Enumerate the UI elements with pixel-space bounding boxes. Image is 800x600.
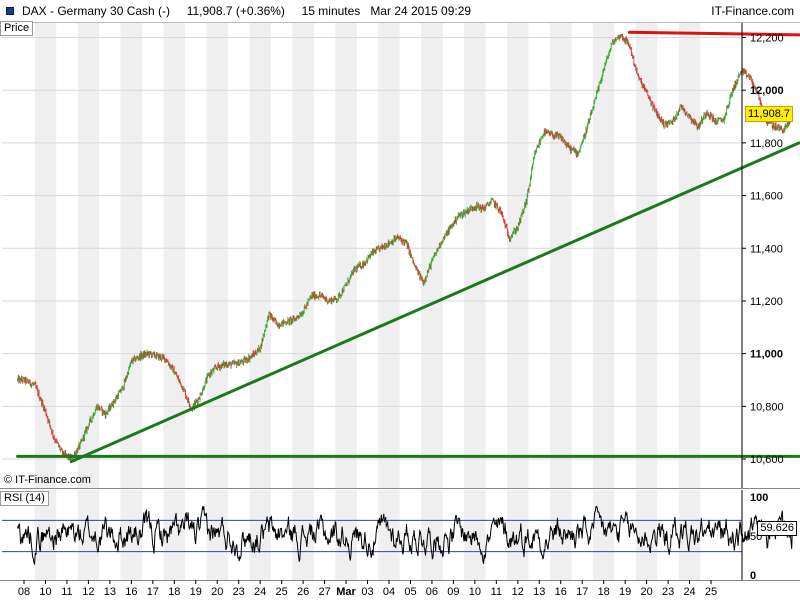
x-tick-label: 20 bbox=[211, 586, 223, 598]
x-tick-label: 18 bbox=[598, 586, 610, 598]
day-band bbox=[292, 22, 314, 488]
y-tick-label: 12,200 bbox=[750, 33, 784, 45]
rsi-day-band bbox=[507, 490, 529, 580]
day-band bbox=[335, 22, 357, 488]
x-tick-label: 23 bbox=[233, 586, 245, 598]
day-band bbox=[120, 22, 143, 488]
rsi-day-band bbox=[77, 490, 100, 580]
day-band bbox=[378, 22, 400, 488]
rsi-day-band bbox=[635, 490, 658, 580]
price-candles bbox=[17, 33, 793, 462]
x-tick-label: 05 bbox=[404, 586, 416, 598]
rsi-line-group bbox=[17, 505, 793, 566]
last-price: 11,908.7 bbox=[186, 4, 233, 18]
rsi-line bbox=[17, 505, 793, 566]
x-tick-label: 17 bbox=[576, 586, 588, 598]
trendline-resistance bbox=[627, 30, 800, 37]
brand-name: IT-Finance.com bbox=[711, 4, 794, 18]
y-tick-label: 10,800 bbox=[750, 401, 784, 413]
day-band bbox=[550, 22, 572, 488]
day-band bbox=[592, 22, 615, 488]
x-tick-label: 10 bbox=[469, 586, 481, 598]
day-band bbox=[678, 22, 701, 488]
x-tick-label: 18 bbox=[168, 586, 180, 598]
day-band bbox=[421, 22, 443, 488]
rsi-day-band bbox=[249, 490, 271, 580]
rsi-day-band bbox=[421, 490, 443, 580]
timeframe: 15 minutes bbox=[301, 4, 361, 18]
x-tick-label: 19 bbox=[190, 586, 202, 598]
x-tick-label: 12 bbox=[512, 586, 524, 598]
rsi-tick-label: 0 bbox=[750, 570, 756, 582]
chart-axes bbox=[0, 22, 800, 581]
x-tick-label: 27 bbox=[318, 586, 330, 598]
price-axis-labels: 10,600 10,800 11,000 11,200 11,400 11,600 11,8… bbox=[742, 33, 784, 466]
y-tick-label: 11,400 bbox=[750, 243, 783, 255]
x-tick-label: 13 bbox=[104, 586, 116, 598]
day-band bbox=[507, 22, 529, 488]
x-tick-label: 08 bbox=[18, 586, 30, 598]
instrument-icon bbox=[6, 7, 14, 15]
x-tick-label: 25 bbox=[276, 586, 288, 598]
x-tick-label: 03 bbox=[361, 586, 373, 598]
y-tick-label: 12,000 bbox=[750, 85, 784, 97]
day-band bbox=[163, 22, 186, 488]
copyright-notice: © IT-Finance.com bbox=[4, 474, 91, 486]
price-panel-label: Price bbox=[0, 21, 34, 36]
x-tick-label: 12 bbox=[82, 586, 94, 598]
x-tick-label: 24 bbox=[254, 586, 266, 598]
day-band bbox=[464, 22, 486, 488]
day-band bbox=[34, 22, 57, 488]
x-tick-label: 11 bbox=[491, 586, 502, 598]
x-tick-label: 26 bbox=[297, 586, 309, 598]
trendlines bbox=[16, 30, 800, 464]
price-change: (+0.36%) bbox=[235, 4, 285, 18]
instrument-name: DAX - Germany 30 Cash (-) bbox=[22, 4, 171, 18]
x-tick-label: 04 bbox=[383, 586, 395, 598]
rsi-day-band bbox=[678, 490, 701, 580]
x-tick-label: 06 bbox=[426, 586, 438, 598]
x-tick-label: 20 bbox=[641, 586, 653, 598]
x-tick-label: 10 bbox=[39, 586, 51, 598]
rsi-day-band bbox=[335, 490, 357, 580]
y-tick-label: 11,200 bbox=[750, 296, 783, 308]
last-price-tag: 11,908.7 bbox=[744, 106, 793, 123]
rsi-day-band bbox=[378, 490, 400, 580]
x-tick-label: 19 bbox=[619, 586, 631, 598]
day-shading-bands bbox=[34, 22, 701, 580]
y-tick-label: 10,600 bbox=[750, 454, 784, 466]
x-tick-label: 23 bbox=[662, 586, 674, 598]
x-tick-label: 25 bbox=[705, 586, 717, 598]
x-tick-label: Mar bbox=[336, 586, 356, 598]
y-tick-label: 11,600 bbox=[750, 191, 783, 203]
rsi-day-band bbox=[206, 490, 228, 580]
y-tick-label: 11,000 bbox=[750, 349, 783, 361]
x-tick-label: 11 bbox=[61, 586, 72, 598]
x-tick-label: 09 bbox=[447, 586, 459, 598]
date-axis-labels: 08 10 11 12 13 16 17 18 19 20 23 24 25 26 27 Mar 03 04 05 0… bbox=[18, 580, 717, 598]
x-tick-label: 16 bbox=[555, 586, 567, 598]
x-tick-label: 16 bbox=[125, 586, 137, 598]
x-tick-label: 24 bbox=[683, 586, 695, 598]
day-band bbox=[249, 22, 271, 488]
header-title: DAX - Germany 30 Cash (-) 11,908.7 (+0.3… bbox=[22, 4, 471, 18]
trendline-rising_support bbox=[69, 141, 800, 464]
day-band bbox=[206, 22, 228, 488]
y-tick-label: 11,800 bbox=[750, 138, 783, 150]
rsi-day-band bbox=[163, 490, 186, 580]
day-band bbox=[635, 22, 658, 488]
rsi-value-tag: 59.626 bbox=[757, 521, 797, 537]
price-gridlines bbox=[2, 37, 742, 460]
rsi-tick-label: 100 bbox=[750, 492, 768, 504]
x-tick-label: 17 bbox=[147, 586, 159, 598]
day-band bbox=[77, 22, 100, 488]
rsi-day-band bbox=[292, 490, 314, 580]
rsi-panel-label: RSI (14) bbox=[0, 491, 49, 506]
chart-header: DAX - Germany 30 Cash (-) 11,908.7 (+0.3… bbox=[0, 0, 800, 22]
timestamp: Mar 24 2015 09:29 bbox=[370, 4, 472, 18]
x-tick-label: 13 bbox=[533, 586, 545, 598]
